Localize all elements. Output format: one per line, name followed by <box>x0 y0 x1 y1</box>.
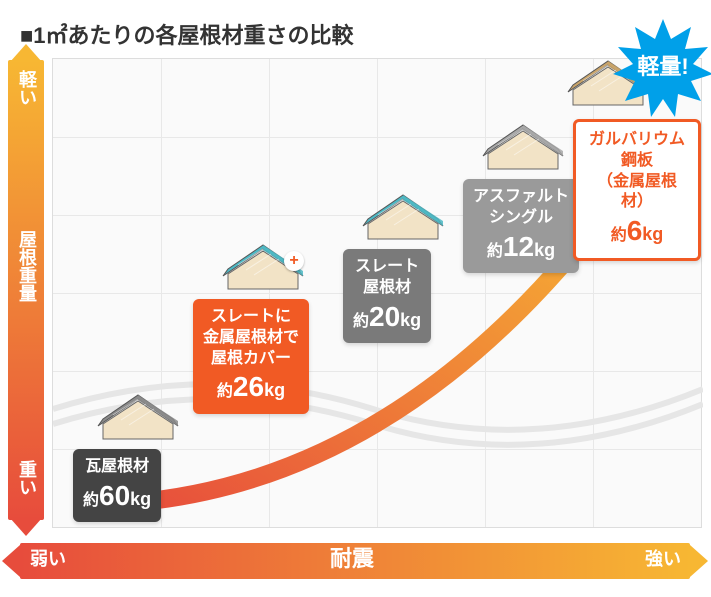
item-label: スレート 屋根材 <box>353 257 421 299</box>
y-label-light: 軽い <box>14 70 40 106</box>
y-label-heavy: 重い <box>14 460 40 496</box>
item-weight: 約60kg <box>83 492 151 509</box>
item-box-galvalume: ガルバリウム鋼板 （金属屋根材） 約6kg <box>573 119 701 261</box>
item-box-slate: スレート 屋根材約20kg <box>343 249 431 343</box>
item-box-slate_cover: スレートに 金属屋根材で 屋根カバー約26kg <box>193 299 309 414</box>
house-icon-asphalt <box>478 119 568 179</box>
x-label-strong: 強い <box>645 545 681 571</box>
x-label-mid: 耐震 <box>330 541 374 573</box>
item-weight: 約6kg <box>611 227 664 244</box>
y-label-mid: 屋根重量 <box>14 230 40 302</box>
x-label-weak: 弱い <box>30 545 66 571</box>
house-icon-kawara <box>93 389 183 449</box>
house-icon-slate <box>358 189 448 249</box>
plus-icon: + <box>284 251 304 271</box>
item-weight: 約26kg <box>217 383 285 400</box>
item-label: 瓦屋根材 <box>83 457 151 478</box>
chart-container: ■1㎡あたりの各屋根材重さの比較 軽い 屋根重量 重い 瓦屋根材約60kg + スレ… <box>0 0 711 597</box>
item-label: ガルバリウム鋼板 （金属屋根材） <box>586 130 688 213</box>
burst-text: 軽量! <box>613 49 711 81</box>
plot-area: 瓦屋根材約60kg + スレートに 金属屋根材で 屋根カバー約26kg スレート 屋根… <box>52 58 702 528</box>
item-box-asphalt: アスファルト シングル約12kg <box>463 179 579 273</box>
chart-title: ■1㎡あたりの各屋根材重さの比較 <box>20 18 354 50</box>
item-weight: 約20kg <box>353 313 421 330</box>
item-label: アスファルト シングル <box>473 187 569 229</box>
item-box-kawara: 瓦屋根材約60kg <box>73 449 161 522</box>
item-weight: 約12kg <box>487 243 555 260</box>
item-label: スレートに 金属屋根材で 屋根カバー <box>203 307 299 369</box>
